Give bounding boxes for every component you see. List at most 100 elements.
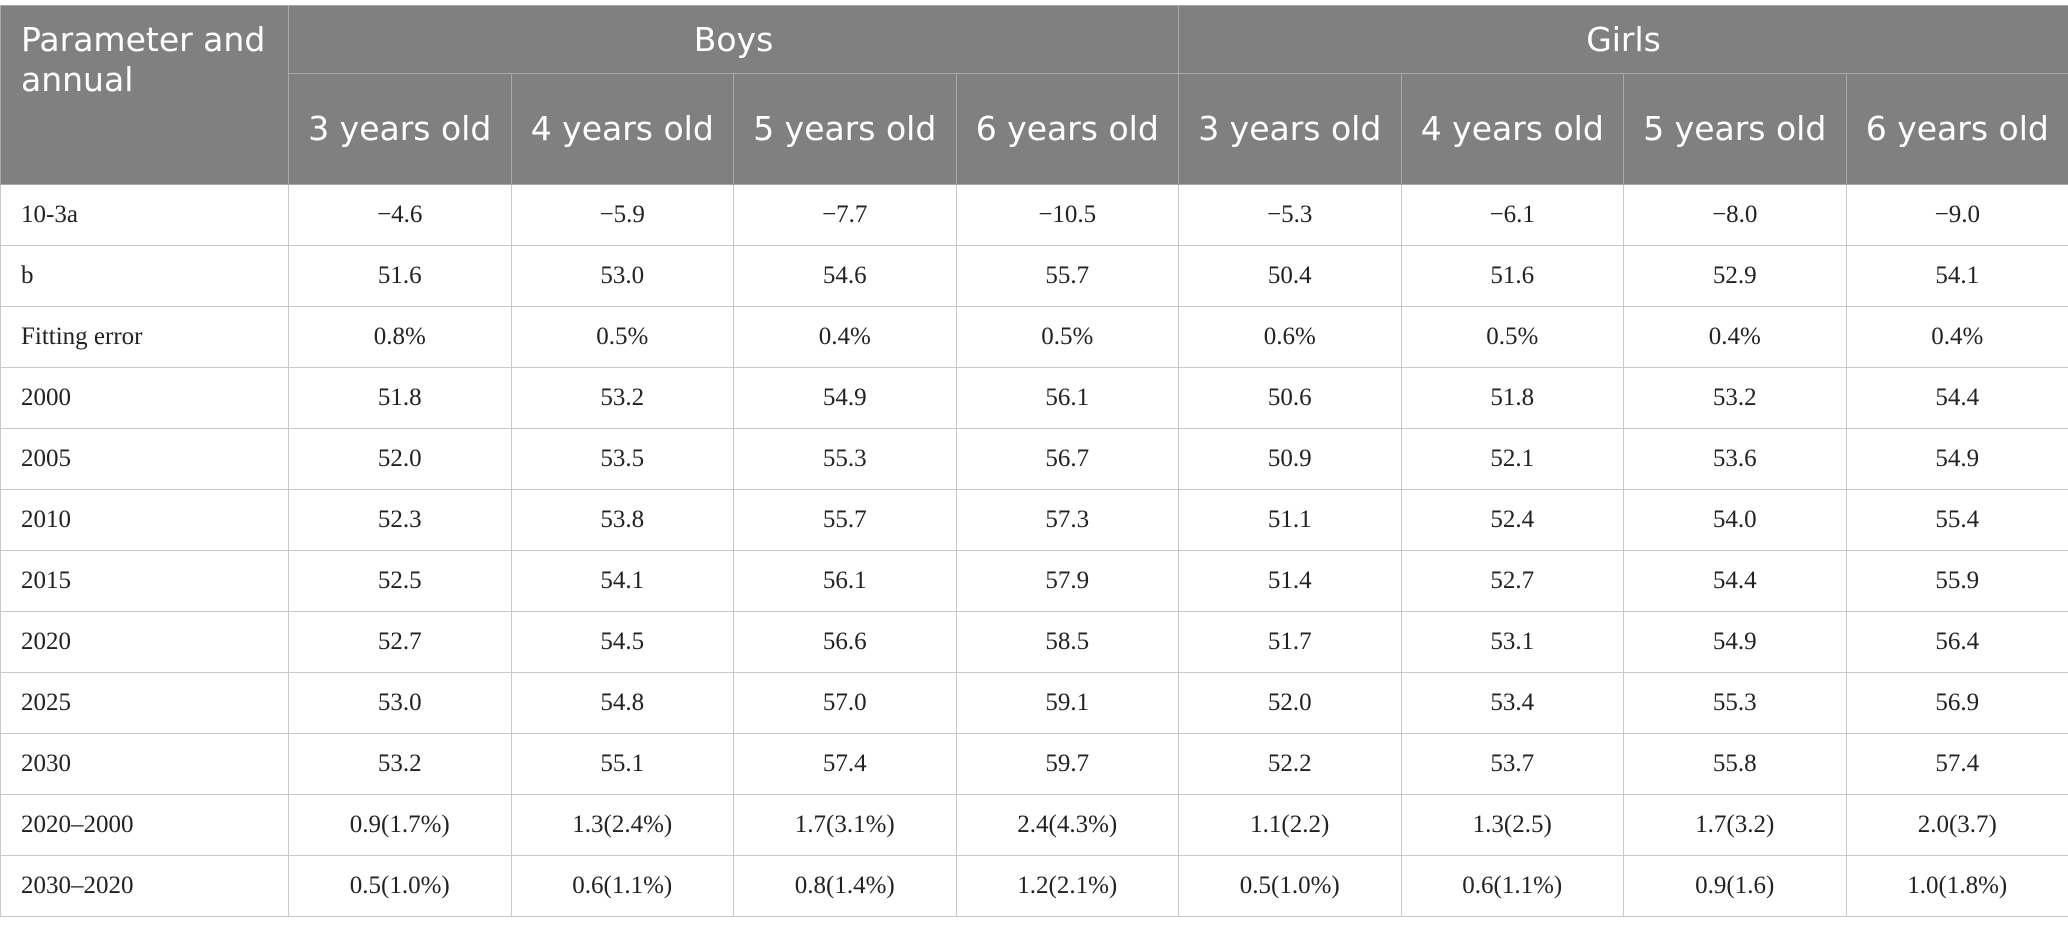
- table-row: 2010 52.3 53.8 55.7 57.3 51.1 52.4 54.0 55.4: [0, 489, 2068, 551]
- table-cell: 52.0: [288, 428, 512, 490]
- table-row: 2000 51.8 53.2 54.9 56.1 50.6 51.8 53.2 54.4: [0, 367, 2068, 429]
- table-cell: 1.0(1.8%): [1845, 855, 2068, 917]
- table-cell: 55.4: [1845, 489, 2068, 551]
- table-cell: 53.2: [288, 733, 512, 795]
- table-cell: 54.8: [510, 672, 734, 734]
- table-cell: 52.7: [288, 611, 512, 673]
- header-group-row: Parameter and annual Boys Girls: [0, 5, 2068, 185]
- table-cell: 0.5%: [1400, 306, 1624, 368]
- table-cell: 0.5(1.0%): [288, 855, 512, 917]
- table-cell: 0.5(1.0%): [1178, 855, 1402, 917]
- table-cell: 55.3: [733, 428, 957, 490]
- table-cell: 53.4: [1400, 672, 1624, 734]
- table-cell: 55.3: [1623, 672, 1847, 734]
- table-cell: 51.7: [1178, 611, 1402, 673]
- row-label: 2020–2000: [0, 794, 289, 856]
- table-cell: 1.1(2.2): [1178, 794, 1402, 856]
- table-cell: 51.4: [1178, 550, 1402, 612]
- table-cell: −4.6: [288, 184, 512, 246]
- table-cell: 52.9: [1623, 245, 1847, 307]
- table-cell: 55.8: [1623, 733, 1847, 795]
- table-cell: 52.7: [1400, 550, 1624, 612]
- table-cell: 0.6%: [1178, 306, 1402, 368]
- table-cell: 54.0: [1623, 489, 1847, 551]
- table-cell: 1.2(2.1%): [955, 855, 1179, 917]
- header-age-row: 3 years old 4 years old 5 years old 6 ye…: [1, 73, 2068, 185]
- table-cell: 56.7: [955, 428, 1179, 490]
- age-header: 4 years old: [1400, 73, 1624, 185]
- table-cell: 54.9: [1623, 611, 1847, 673]
- table-cell: 52.0: [1178, 672, 1402, 734]
- table-row: b 51.6 53.0 54.6 55.7 50.4 51.6 52.9 54.1: [0, 245, 2068, 307]
- table-cell: 0.9(1.6): [1623, 855, 1847, 917]
- table-cell: 51.8: [288, 367, 512, 429]
- table-cell: 50.9: [1178, 428, 1402, 490]
- table-cell: −8.0: [1623, 184, 1847, 246]
- table-cell: 55.7: [955, 245, 1179, 307]
- age-header: 4 years old: [510, 73, 734, 185]
- table-cell: 54.9: [1845, 428, 2068, 490]
- table-cell: −5.9: [510, 184, 734, 246]
- age-header: 3 years old: [288, 73, 512, 185]
- table-cell: 57.9: [955, 550, 1179, 612]
- table-cell: 50.4: [1178, 245, 1402, 307]
- table-cell: 2.4(4.3%): [955, 794, 1179, 856]
- row-label: 2000: [0, 367, 289, 429]
- table-cell: 0.6(1.1%): [1400, 855, 1624, 917]
- table-cell: 53.5: [510, 428, 734, 490]
- table-row: 2030 53.2 55.1 57.4 59.7 52.2 53.7 55.8 57.4: [0, 733, 2068, 795]
- age-header: 5 years old: [733, 73, 957, 185]
- age-header: 6 years old: [1845, 73, 2068, 185]
- table-cell: 52.3: [288, 489, 512, 551]
- table-cell: 51.6: [1400, 245, 1624, 307]
- table-cell: −10.5: [955, 184, 1179, 246]
- table-cell: 0.8%: [288, 306, 512, 368]
- table-cell: 54.6: [733, 245, 957, 307]
- row-label: 10-3a: [0, 184, 289, 246]
- age-header: 3 years old: [1178, 73, 1402, 185]
- table-cell: 55.9: [1845, 550, 2068, 612]
- table-cell: 1.7(3.2): [1623, 794, 1847, 856]
- table-row: 2025 53.0 54.8 57.0 59.1 52.0 53.4 55.3 56.9: [0, 672, 2068, 734]
- row-label: 2020: [0, 611, 289, 673]
- group-header-girls: Girls: [1177, 5, 2068, 74]
- table-cell: 51.1: [1178, 489, 1402, 551]
- table-cell: 51.6: [288, 245, 512, 307]
- table-cell: 0.4%: [1845, 306, 2068, 368]
- table-cell: 2.0(3.7): [1845, 794, 2068, 856]
- table-cell: 0.4%: [733, 306, 957, 368]
- table-row: 2005 52.0 53.5 55.3 56.7 50.9 52.1 53.6 54.9: [0, 428, 2068, 490]
- table-cell: 53.0: [288, 672, 512, 734]
- table-cell: 0.9(1.7%): [288, 794, 512, 856]
- table-cell: 0.6(1.1%): [510, 855, 734, 917]
- table-cell: 52.1: [1400, 428, 1624, 490]
- table-cell: 53.7: [1400, 733, 1624, 795]
- table-cell: −7.7: [733, 184, 957, 246]
- table-row: 10-3a −4.6 −5.9 −7.7 −10.5 −5.3 −6.1 −8.0 −9.0: [0, 184, 2068, 246]
- row-label: 2005: [0, 428, 289, 490]
- table-cell: 57.4: [1845, 733, 2068, 795]
- table-cell: 54.9: [733, 367, 957, 429]
- table-cell: 0.5%: [510, 306, 734, 368]
- table-cell: 54.1: [1845, 245, 2068, 307]
- row-label: b: [0, 245, 289, 307]
- table-row: 2020 52.7 54.5 56.6 58.5 51.7 53.1 54.9 56.4: [0, 611, 2068, 673]
- table-cell: 51.8: [1400, 367, 1624, 429]
- param-column-header: Parameter and annual: [0, 5, 289, 185]
- table-row: 2030–2020 0.5(1.0%) 0.6(1.1%) 0.8(1.4%) 1.2(…: [0, 855, 2068, 917]
- table-cell: 0.5%: [955, 306, 1179, 368]
- table-cell: 53.2: [510, 367, 734, 429]
- table-row: 2020–2000 0.9(1.7%) 1.3(2.4%) 1.7(3.1%) 2.4(…: [0, 794, 2068, 856]
- table-cell: 54.1: [510, 550, 734, 612]
- table-cell: 55.1: [510, 733, 734, 795]
- table-cell: 1.3(2.4%): [510, 794, 734, 856]
- age-header: 5 years old: [1623, 73, 1847, 185]
- table-cell: 53.1: [1400, 611, 1624, 673]
- data-table-container: Parameter and annual Boys Girls 3 years …: [0, 5, 2068, 917]
- row-label: 2025: [0, 672, 289, 734]
- row-label: 2030: [0, 733, 289, 795]
- table-cell: 53.8: [510, 489, 734, 551]
- table-cell: 56.1: [955, 367, 1179, 429]
- table-cell: 1.7(3.1%): [733, 794, 957, 856]
- table-cell: 56.1: [733, 550, 957, 612]
